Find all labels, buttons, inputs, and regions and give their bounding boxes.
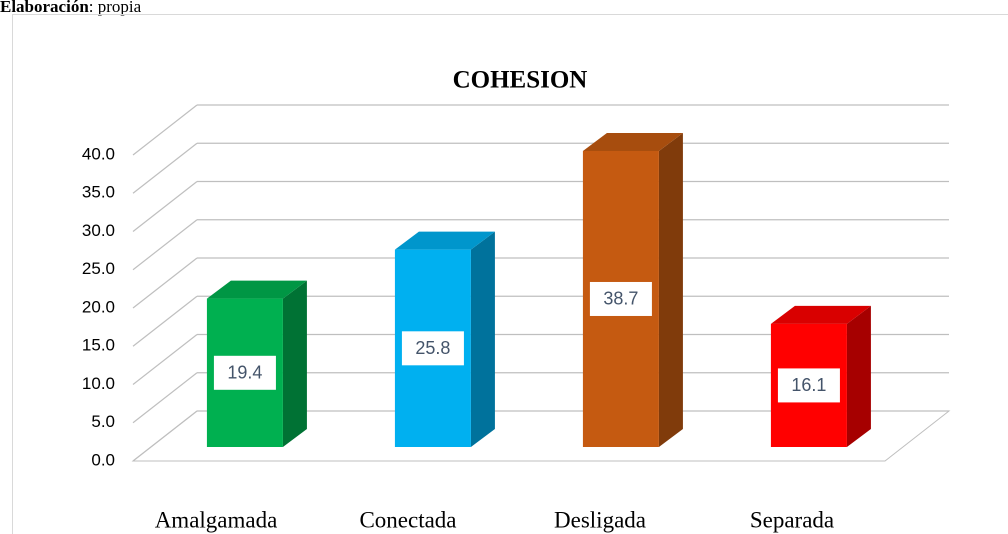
y-tick-label: 40.0 [82,144,115,163]
grid-line-side [132,295,198,347]
grid-line-side [132,181,198,232]
bar-top [206,280,307,299]
bar-side [846,305,871,447]
grid-line-side [132,104,198,156]
value-label: 16.1 [791,375,826,395]
bar-top [582,132,683,151]
header-text: : propia [89,0,142,16]
x-tick-label: Desligada [554,507,646,532]
x-tick-label: Conectada [359,507,456,532]
value-label: 19.4 [227,363,262,383]
grid-line-side [132,410,198,462]
chart-border [12,14,1008,534]
grid-line-side [132,219,198,271]
bar-top [394,231,495,250]
grid-line-side [132,334,198,385]
y-tick-label: 15.0 [82,336,115,355]
x-tick-label: Amalgamada [155,507,278,532]
bar-side [658,132,683,447]
grid-line-side [132,257,198,309]
grid-line-side [132,372,198,424]
y-tick-label: 30.0 [82,221,115,240]
value-label: 25.8 [415,338,450,358]
chart-title: COHESION [453,67,588,94]
y-tick-label: 35.0 [82,183,115,202]
y-tick-label: 20.0 [82,297,115,316]
y-tick-label: 10.0 [82,374,115,393]
header-label: Elaboración [0,0,89,16]
bar-side [282,280,307,447]
header: Elaboración: propia [0,0,142,16]
bar-top [770,305,871,324]
value-label: 38.7 [603,289,638,309]
y-tick-label: 5.0 [91,412,115,431]
value-label-box [589,281,652,316]
y-tick-label: 0.0 [91,450,115,469]
bar-side [470,231,495,447]
x-tick-label: Separada [750,507,834,532]
value-label-box [401,331,464,366]
value-label-box [213,355,276,390]
grid-line-side [132,142,198,194]
value-label-box [777,368,840,403]
y-tick-label: 25.0 [82,259,115,278]
